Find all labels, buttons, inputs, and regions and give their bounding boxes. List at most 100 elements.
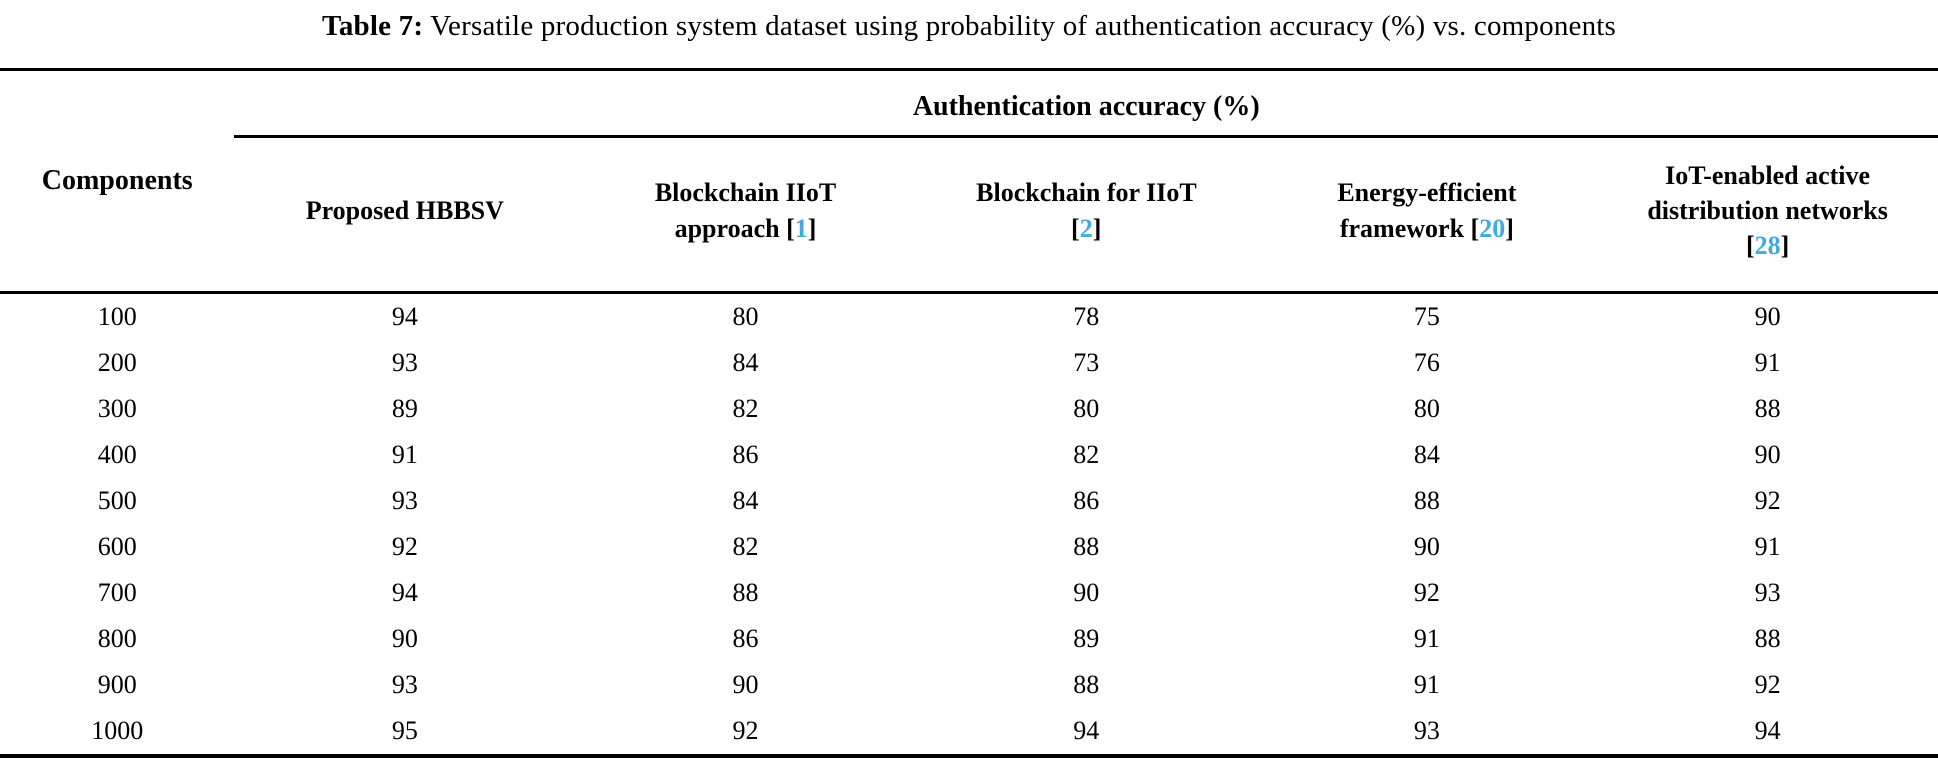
table-row: 500 93 84 86 88 92 xyxy=(0,478,1938,524)
table-row: 800 90 86 89 91 88 xyxy=(0,616,1938,662)
table-cell: 80 xyxy=(1413,394,1440,423)
table-cell: 94 xyxy=(391,578,418,607)
table-cell: 88 xyxy=(1754,394,1781,423)
results-table: Components Authentication accuracy (%) P… xyxy=(0,68,1938,758)
column-header-text: Proposed HBBSV xyxy=(305,195,504,225)
table-cell: 91 xyxy=(1754,532,1781,561)
table-cell: 82 xyxy=(732,532,759,561)
citation-bracket-open: [ xyxy=(1071,213,1080,243)
table-cell: 100 xyxy=(97,302,137,331)
table-cell: 82 xyxy=(1073,440,1100,469)
table-cell: 1000 xyxy=(91,716,144,745)
citation-bracket-close: ] xyxy=(1505,213,1514,243)
table-cell: 89 xyxy=(1073,624,1100,653)
table-caption: Table 7: Versatile production system dat… xyxy=(0,0,1938,68)
table-cell: 800 xyxy=(97,624,137,653)
table-cell: 86 xyxy=(732,624,759,653)
citation-bracket-close: ] xyxy=(1780,231,1790,261)
column-header-components: Components xyxy=(41,165,193,196)
table-cell: 900 xyxy=(97,670,137,699)
table-cell: 92 xyxy=(1754,486,1781,515)
table-cell: 93 xyxy=(391,348,418,377)
column-header-proposed-hbbsv: Proposed HBBSV xyxy=(234,137,575,293)
column-header-text: Blockchain for IIoT xyxy=(976,178,1197,208)
citation-number: 1 xyxy=(794,213,808,243)
table-header: Components Authentication accuracy (%) P… xyxy=(0,69,1938,293)
table-cell: 200 xyxy=(97,348,137,377)
citation-number: 28 xyxy=(1754,231,1781,261)
table-body: 100 94 80 78 75 90 200 93 84 73 76 91 300 89 82 80 80 88 4… xyxy=(0,293,1938,757)
table-cell: 88 xyxy=(1413,486,1440,515)
table-cell: 84 xyxy=(732,348,759,377)
column-header-text: Energy-efficient framework xyxy=(1337,178,1517,243)
table-row: 100 94 80 78 75 90 xyxy=(0,293,1938,341)
citation-ref-2[interactable]: [2] xyxy=(1071,214,1101,243)
table-cell: 88 xyxy=(1073,532,1100,561)
citation-number: 2 xyxy=(1079,213,1093,243)
table-cell: 90 xyxy=(1754,440,1781,469)
table-caption-text: Versatile production system dataset usin… xyxy=(423,10,1617,42)
table-cell: 90 xyxy=(1073,578,1100,607)
citation-ref-20[interactable]: [20] xyxy=(1471,214,1514,243)
column-header-energy-efficient-framework: Energy-efficient framework [20] xyxy=(1257,137,1598,293)
citation-number: 20 xyxy=(1479,213,1506,243)
table-cell: 91 xyxy=(1754,348,1781,377)
table-cell: 90 xyxy=(1754,302,1781,331)
table-cell: 91 xyxy=(1413,670,1440,699)
table-cell: 90 xyxy=(1413,532,1440,561)
table-cell: 91 xyxy=(1413,624,1440,653)
table-cell: 84 xyxy=(1413,440,1440,469)
table-cell: 86 xyxy=(732,440,759,469)
column-header-text: Blockchain IIoT approach xyxy=(654,178,837,243)
citation-bracket-open: [ xyxy=(786,213,795,243)
table-cell: 90 xyxy=(391,624,418,653)
table-row: 400 91 86 82 84 90 xyxy=(0,432,1938,478)
table-cell: 80 xyxy=(1073,394,1100,423)
table-cell: 84 xyxy=(732,486,759,515)
table-cell: 88 xyxy=(1754,624,1781,653)
table-cell: 88 xyxy=(1073,670,1100,699)
citation-ref-1[interactable]: [1] xyxy=(786,214,816,243)
citation-bracket-close: ] xyxy=(807,213,817,243)
table-cell: 92 xyxy=(1413,578,1440,607)
citation-ref-28[interactable]: [28] xyxy=(1746,231,1789,260)
table-cell: 600 xyxy=(97,532,137,561)
table-row: 700 94 88 90 92 93 xyxy=(0,570,1938,616)
table-cell: 92 xyxy=(1754,670,1781,699)
citation-bracket-close: ] xyxy=(1092,213,1102,243)
table-row: 300 89 82 80 80 88 xyxy=(0,386,1938,432)
table-cell: 92 xyxy=(391,532,418,561)
column-header-blockchain-iiot-approach: Blockchain IIoT approach [1] xyxy=(575,137,916,293)
table-cell: 80 xyxy=(732,302,759,331)
table-cell: 78 xyxy=(1073,302,1100,331)
column-header-iot-enabled-active-distribution-networks: IoT-enabled active distribution networks… xyxy=(1597,137,1938,293)
table-cell: 94 xyxy=(1754,716,1781,745)
citation-bracket-open: [ xyxy=(1745,231,1755,261)
table-row: 900 93 90 88 91 92 xyxy=(0,662,1938,708)
table-cell: 82 xyxy=(732,394,759,423)
table-cell: 400 xyxy=(97,440,137,469)
table-row: 200 93 84 73 76 91 xyxy=(0,340,1938,386)
table-cell: 75 xyxy=(1413,302,1440,331)
table-cell: 90 xyxy=(732,670,759,699)
citation-bracket-open: [ xyxy=(1470,213,1480,243)
table-cell: 95 xyxy=(391,716,418,745)
table-cell: 94 xyxy=(391,302,418,331)
table-cell: 76 xyxy=(1413,348,1440,377)
table-cell: 73 xyxy=(1073,348,1100,377)
table-cell: 500 xyxy=(97,486,137,515)
table-row: 1000 95 92 94 93 94 xyxy=(0,708,1938,756)
span-header-authentication-accuracy: Authentication accuracy (%) xyxy=(234,69,1938,138)
table-cell: 92 xyxy=(732,716,759,745)
table-cell: 300 xyxy=(97,394,137,423)
table-row: 600 92 82 88 90 91 xyxy=(0,524,1938,570)
table-cell: 93 xyxy=(1413,716,1440,745)
table-cell: 89 xyxy=(391,394,418,423)
table-cell: 86 xyxy=(1073,486,1100,515)
table-cell: 94 xyxy=(1073,716,1100,745)
table-cell: 700 xyxy=(97,578,137,607)
table-cell: 93 xyxy=(391,486,418,515)
table-cell: 91 xyxy=(391,440,418,469)
table-cell: 93 xyxy=(391,670,418,699)
